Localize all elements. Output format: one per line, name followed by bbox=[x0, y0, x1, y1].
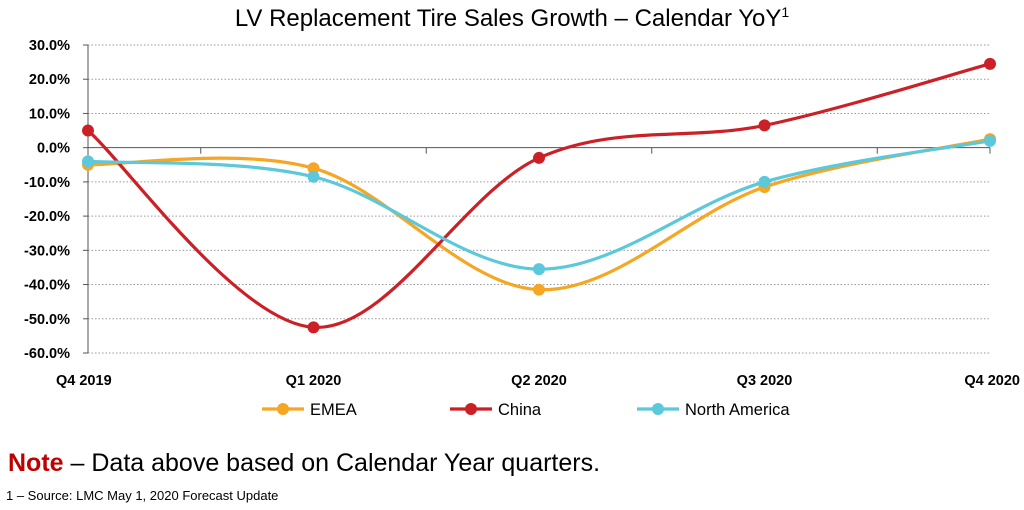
y-tick-label: -60.0% bbox=[24, 346, 70, 362]
x-tick-label: Q2 2020 bbox=[511, 373, 567, 389]
legend: EMEA China North America bbox=[262, 401, 790, 419]
chart-title-superscript: 1 bbox=[781, 4, 789, 20]
data-point-north-america bbox=[533, 263, 545, 276]
y-tick-label: -40.0% bbox=[24, 278, 70, 294]
note-label: Note bbox=[8, 449, 64, 477]
legend-label-china: China bbox=[498, 401, 542, 419]
data-point-china bbox=[984, 57, 996, 70]
data-point-china bbox=[758, 119, 771, 132]
chart-title: LV Replacement Tire Sales Growth – Calen… bbox=[235, 4, 790, 32]
note-body: – Data above based on Calendar Year quar… bbox=[63, 449, 601, 477]
source-footnote: 1 – Source: LMC May 1, 2020 Forecast Upd… bbox=[6, 488, 279, 503]
legend-marker-emea bbox=[277, 403, 289, 415]
x-axis-tick-labels: Q4 2019 Q1 2020 Q2 2020 Q3 2020 Q4 2020 bbox=[56, 373, 1020, 389]
series-lines bbox=[82, 57, 996, 334]
y-axis-tick-labels: 30.0% 20.0% 10.0% 0.0% -10.0% -20.0% -30.0% -40… bbox=[24, 38, 70, 362]
data-point-emea bbox=[533, 283, 545, 296]
y-tick-label: -10.0% bbox=[24, 175, 70, 191]
data-point-china bbox=[82, 124, 94, 137]
series-line-china bbox=[86, 62, 992, 329]
legend-marker-north-america bbox=[652, 403, 664, 415]
y-tick-label: 0.0% bbox=[37, 141, 70, 157]
y-tick-label: 20.0% bbox=[29, 72, 70, 88]
x-tick-label: Q4 2019 bbox=[56, 373, 112, 389]
y-tick-label: 30.0% bbox=[29, 38, 70, 54]
data-point-north-america bbox=[984, 134, 996, 147]
legend-label-emea: EMEA bbox=[310, 401, 357, 419]
x-tick-label: Q3 2020 bbox=[737, 373, 793, 389]
data-point-north-america bbox=[307, 170, 320, 183]
legend-marker-china bbox=[465, 403, 477, 415]
data-point-north-america bbox=[82, 155, 94, 168]
data-point-china bbox=[307, 321, 320, 334]
line-chart: LV Replacement Tire Sales Growth – Calen… bbox=[24, 4, 1020, 419]
data-point-china bbox=[533, 151, 545, 164]
chart-title-text: LV Replacement Tire Sales Growth – Calen… bbox=[235, 5, 782, 32]
data-point-north-america bbox=[758, 175, 771, 188]
axes bbox=[83, 44, 991, 354]
data-point-emea bbox=[307, 162, 320, 175]
y-tick-label: -50.0% bbox=[24, 312, 70, 328]
legend-label-north-america: North America bbox=[685, 401, 790, 419]
note-text: Note – Data above based on Calendar Year… bbox=[8, 449, 600, 478]
x-tick-label: Q1 2020 bbox=[286, 373, 342, 389]
gridlines bbox=[88, 44, 990, 354]
y-tick-label: -20.0% bbox=[24, 209, 70, 225]
x-tick-label: Q4 2020 bbox=[964, 373, 1020, 389]
y-tick-label: -30.0% bbox=[24, 243, 70, 259]
y-tick-label: 10.0% bbox=[29, 106, 70, 122]
